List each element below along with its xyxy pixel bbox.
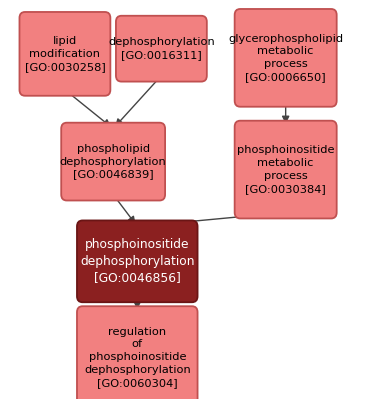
Text: regulation
of
phosphoinositide
dephosphorylation
[GO:0060304]: regulation of phosphoinositide dephospho… xyxy=(84,326,191,388)
Text: glycerophospholipid
metabolic
process
[GO:0006650]: glycerophospholipid metabolic process [G… xyxy=(228,34,343,82)
Text: phospholipid
dephosphorylation
[GO:0046839]: phospholipid dephosphorylation [GO:00468… xyxy=(60,144,167,180)
Text: phosphoinositide
dephosphorylation
[GO:0046856]: phosphoinositide dephosphorylation [GO:0… xyxy=(80,238,194,284)
Text: dephosphorylation
[GO:0016311]: dephosphorylation [GO:0016311] xyxy=(108,37,215,60)
Text: phosphoinositide
metabolic
process
[GO:0030384]: phosphoinositide metabolic process [GO:0… xyxy=(237,145,334,194)
FancyBboxPatch shape xyxy=(19,12,111,96)
FancyBboxPatch shape xyxy=(116,16,207,82)
Text: lipid
modification
[GO:0030258]: lipid modification [GO:0030258] xyxy=(24,36,105,72)
FancyBboxPatch shape xyxy=(61,123,165,201)
FancyBboxPatch shape xyxy=(234,120,337,219)
FancyBboxPatch shape xyxy=(234,9,337,107)
FancyBboxPatch shape xyxy=(77,221,197,302)
FancyBboxPatch shape xyxy=(77,306,197,399)
